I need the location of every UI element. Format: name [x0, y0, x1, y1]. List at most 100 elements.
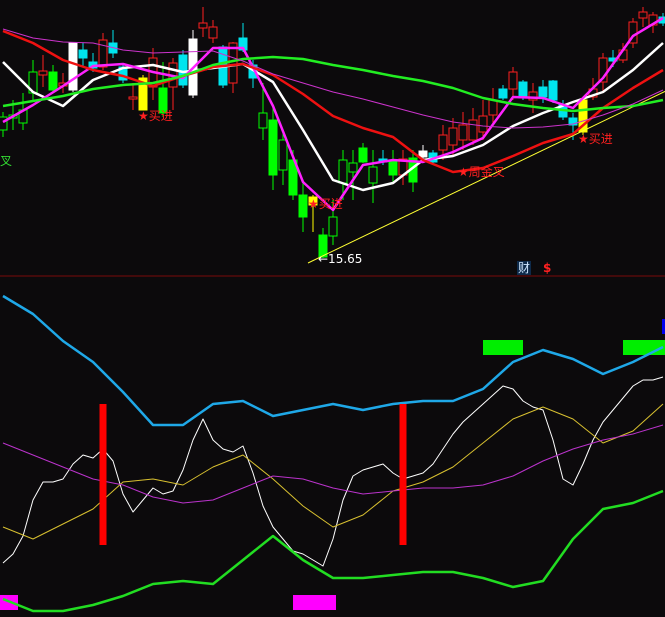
indicator-blue-line	[2, 294, 664, 427]
candle	[38, 55, 48, 87]
ma-red-line	[2, 29, 664, 174]
candle	[198, 7, 208, 37]
candle	[178, 50, 188, 88]
signal-label: 死叉	[0, 154, 12, 168]
candle	[128, 83, 138, 110]
candle-body	[518, 81, 528, 99]
candle-body	[38, 70, 48, 76]
candle	[448, 118, 458, 155]
candle-body	[578, 99, 588, 133]
candle-body	[478, 115, 488, 133]
indicator-magenta-line	[2, 424, 664, 504]
indicator-yellow-line	[2, 403, 664, 540]
signal-label: ★买进	[308, 197, 343, 211]
candle-body	[98, 39, 108, 68]
signal-block-green	[483, 340, 523, 355]
ma-long-magenta-line	[2, 28, 664, 129]
candle-body	[68, 42, 78, 91]
candle-body	[538, 86, 548, 98]
low-price-label: ←15.65	[318, 252, 362, 266]
candle	[78, 43, 88, 67]
candle	[638, 7, 648, 27]
trendline	[307, 90, 665, 264]
signal-label: ★买进	[138, 109, 173, 123]
candle	[578, 99, 588, 135]
candle	[308, 195, 318, 232]
candle	[148, 48, 158, 100]
candle	[0, 112, 8, 137]
candle-body	[78, 49, 88, 59]
dollar-badge[interactable]: $	[543, 261, 552, 275]
candle	[498, 85, 508, 100]
candle	[388, 150, 398, 183]
candle-body	[298, 194, 308, 218]
candle-body	[318, 234, 328, 258]
candle	[508, 67, 518, 100]
finance-badge[interactable]: 财	[517, 261, 532, 275]
candle	[468, 108, 478, 145]
signal-block-green	[623, 340, 665, 355]
signal-block-magenta	[293, 595, 336, 610]
candle	[318, 228, 328, 258]
candle	[298, 183, 308, 232]
candle-body	[178, 54, 188, 86]
candle	[168, 58, 178, 110]
signal-block-blue	[662, 319, 665, 334]
candle-body	[138, 77, 148, 111]
candle-body	[468, 119, 478, 141]
candle-body	[488, 99, 498, 116]
indicator-white-line	[2, 376, 664, 567]
candle-body	[498, 88, 508, 99]
candle	[368, 150, 378, 203]
candle-body	[638, 11, 648, 19]
candle-body	[438, 134, 448, 151]
indicator-green-line	[2, 489, 664, 613]
candle-body	[358, 147, 368, 163]
candle	[68, 42, 78, 92]
signal-bar-red	[399, 404, 407, 545]
candle-body	[448, 127, 458, 146]
candle	[98, 33, 108, 70]
candle	[398, 150, 408, 185]
price-panel: ←15.65 死叉 ★买进 ★买进 ★周金叉 ★买进	[0, 7, 665, 266]
candle-body	[338, 159, 348, 184]
candle-body	[368, 166, 378, 184]
candle	[268, 108, 278, 190]
candle-body	[568, 117, 578, 126]
candle	[228, 42, 238, 93]
candle	[138, 75, 148, 111]
signal-label: ★买进	[578, 132, 613, 146]
candle-body	[598, 57, 608, 83]
candle	[48, 65, 58, 93]
candle-body	[198, 22, 208, 29]
candle	[108, 30, 118, 58]
candle-body	[348, 162, 358, 173]
candle-body	[458, 124, 468, 141]
candle-body	[388, 159, 398, 176]
candle-body	[548, 80, 558, 101]
candle	[528, 83, 538, 113]
candle-body	[278, 139, 288, 171]
candle-body	[268, 119, 278, 176]
candle-body	[528, 91, 538, 101]
candle-body	[48, 71, 58, 91]
candle-body	[308, 196, 318, 206]
signal-bar-red	[99, 404, 107, 545]
candle-body	[418, 150, 428, 158]
candle-body	[0, 116, 8, 131]
ma-green-line	[2, 55, 664, 113]
candle	[208, 20, 218, 43]
candle-body	[328, 216, 338, 237]
candle-body	[508, 71, 518, 90]
candle-body	[208, 26, 218, 39]
indicator-panel	[0, 294, 665, 613]
candle-body	[158, 87, 168, 114]
signal-label: ★周金叉	[458, 164, 505, 179]
candle	[458, 112, 468, 150]
candle-body	[258, 112, 268, 129]
candle-body	[128, 96, 138, 100]
candle	[598, 53, 608, 92]
candle	[358, 143, 368, 163]
ma-magenta-line	[2, 16, 664, 212]
